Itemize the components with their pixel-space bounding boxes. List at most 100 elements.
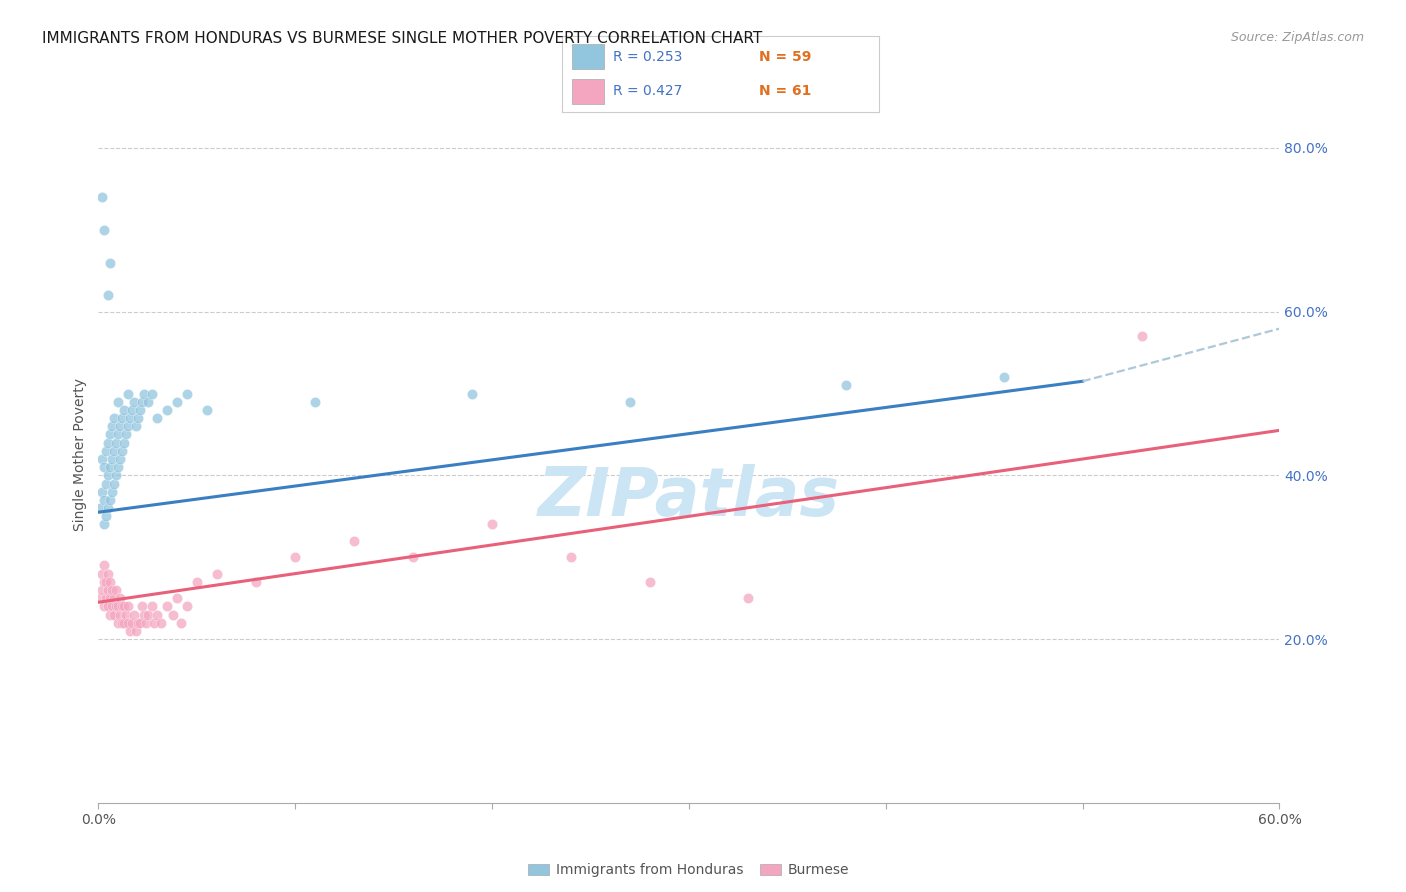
- Point: [115, 607, 138, 622]
- Bar: [572, 78, 603, 104]
- Point: [128, 615, 150, 630]
- Point: [101, 452, 124, 467]
- Point: [619, 394, 641, 409]
- Point: [461, 386, 484, 401]
- Point: [122, 607, 145, 622]
- Text: Source: ZipAtlas.com: Source: ZipAtlas.com: [1230, 31, 1364, 45]
- Point: [97, 288, 120, 302]
- Point: [402, 550, 425, 565]
- Point: [105, 599, 128, 614]
- Point: [166, 394, 188, 409]
- Point: [146, 411, 169, 425]
- Point: [97, 582, 120, 597]
- Point: [103, 411, 125, 425]
- Point: [96, 574, 118, 589]
- Text: R = 0.253: R = 0.253: [613, 50, 682, 63]
- Point: [156, 599, 179, 614]
- Point: [98, 255, 121, 269]
- Point: [135, 615, 157, 630]
- Point: [156, 403, 179, 417]
- Point: [97, 566, 120, 581]
- Point: [93, 599, 115, 614]
- Text: IMMIGRANTS FROM HONDURAS VS BURMESE SINGLE MOTHER POVERTY CORRELATION CHART: IMMIGRANTS FROM HONDURAS VS BURMESE SING…: [42, 31, 762, 46]
- Point: [96, 443, 118, 458]
- Point: [127, 615, 149, 630]
- Point: [91, 566, 114, 581]
- Point: [97, 435, 120, 450]
- Point: [115, 427, 138, 442]
- Point: [97, 501, 120, 516]
- Point: [96, 591, 118, 606]
- Text: N = 61: N = 61: [759, 84, 811, 97]
- Point: [89, 501, 111, 516]
- Point: [101, 419, 124, 434]
- Point: [112, 403, 135, 417]
- Point: [112, 599, 135, 614]
- Legend: Immigrants from Honduras, Burmese: Immigrants from Honduras, Burmese: [523, 858, 855, 883]
- Point: [89, 591, 111, 606]
- Text: N = 59: N = 59: [759, 50, 811, 63]
- Point: [1130, 329, 1153, 343]
- Text: R = 0.427: R = 0.427: [613, 84, 682, 97]
- Point: [93, 223, 115, 237]
- Point: [97, 599, 120, 614]
- Point: [103, 476, 125, 491]
- Point: [111, 599, 134, 614]
- Point: [96, 509, 118, 524]
- Point: [162, 607, 184, 622]
- Point: [131, 599, 153, 614]
- Y-axis label: Single Mother Poverty: Single Mother Poverty: [73, 378, 87, 532]
- Point: [481, 517, 503, 532]
- Point: [835, 378, 858, 392]
- Point: [107, 615, 129, 630]
- Point: [176, 386, 198, 401]
- Point: [121, 403, 143, 417]
- Point: [125, 624, 148, 638]
- Point: [111, 411, 134, 425]
- Point: [91, 582, 114, 597]
- Point: [170, 615, 193, 630]
- Point: [117, 419, 139, 434]
- Point: [93, 517, 115, 532]
- Point: [111, 443, 134, 458]
- Point: [107, 599, 129, 614]
- Point: [105, 435, 128, 450]
- Point: [98, 460, 121, 475]
- Point: [132, 386, 155, 401]
- Point: [101, 484, 124, 499]
- Point: [91, 452, 114, 467]
- Point: [146, 607, 169, 622]
- Point: [105, 582, 128, 597]
- Point: [245, 574, 267, 589]
- Point: [96, 476, 118, 491]
- Point: [142, 615, 165, 630]
- Text: ZIPatlas: ZIPatlas: [538, 464, 839, 530]
- Point: [136, 607, 159, 622]
- Point: [205, 566, 228, 581]
- Point: [117, 386, 139, 401]
- Point: [195, 403, 218, 417]
- Point: [98, 591, 121, 606]
- Point: [93, 492, 115, 507]
- Point: [108, 591, 131, 606]
- Point: [97, 468, 120, 483]
- Bar: [572, 44, 603, 69]
- Point: [103, 607, 125, 622]
- Point: [107, 394, 129, 409]
- Point: [128, 403, 150, 417]
- Point: [111, 615, 134, 630]
- Point: [166, 591, 188, 606]
- Point: [993, 370, 1015, 384]
- Point: [343, 533, 366, 548]
- Point: [117, 599, 139, 614]
- Point: [141, 599, 163, 614]
- Point: [125, 419, 148, 434]
- Point: [93, 558, 115, 573]
- Point: [560, 550, 582, 565]
- Point: [93, 460, 115, 475]
- Point: [98, 574, 121, 589]
- Point: [105, 468, 128, 483]
- Point: [98, 492, 121, 507]
- Point: [103, 591, 125, 606]
- Point: [103, 443, 125, 458]
